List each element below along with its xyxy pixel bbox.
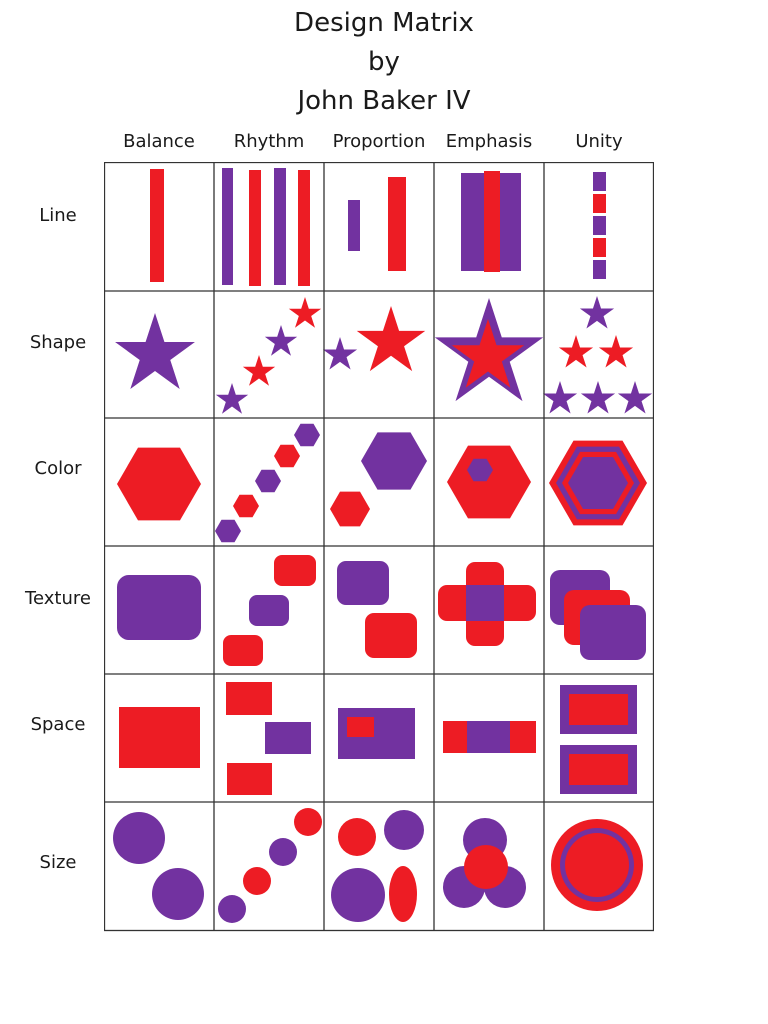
cell-size-balance — [113, 812, 204, 920]
design-matrix-grid — [104, 162, 654, 932]
title-line-2: by — [368, 47, 400, 77]
title-line-3: John Baker IV — [297, 86, 471, 116]
cell-shape-emphasis — [434, 298, 544, 402]
cell-space-rhythm — [226, 682, 311, 795]
column-header-emphasis: Emphasis — [445, 131, 533, 152]
cell-texture-proportion — [337, 561, 417, 658]
cell-color-balance — [117, 447, 201, 521]
cell-space-balance — [119, 707, 200, 768]
cell-color-unity — [549, 440, 647, 526]
title-line-1: Design Matrix — [294, 8, 474, 38]
cell-texture-rhythm — [223, 555, 316, 666]
column-header-rhythm: Rhythm — [233, 131, 305, 152]
cell-space-proportion — [338, 708, 415, 759]
cell-size-emphasis — [443, 818, 526, 908]
cell-line-unity — [593, 172, 606, 279]
cell-size-proportion — [331, 810, 424, 922]
row-header-space: Space — [30, 714, 86, 735]
cell-color-proportion — [330, 432, 427, 527]
cell-shape-proportion — [322, 306, 426, 372]
cell-texture-balance — [117, 575, 201, 640]
cell-space-unity — [560, 685, 637, 794]
column-header-unity: Unity — [575, 131, 623, 152]
row-header-shape: Shape — [29, 332, 87, 353]
cell-shape-unity — [542, 296, 653, 414]
row-header-size: Size — [39, 852, 77, 873]
cell-size-rhythm — [218, 808, 322, 923]
cell-shape-rhythm — [215, 297, 322, 414]
column-header-balance: Balance — [123, 131, 195, 152]
cell-line-balance — [150, 169, 164, 282]
cell-texture-emphasis — [438, 562, 536, 646]
cell-size-unity — [551, 819, 643, 911]
cell-shape-balance — [115, 313, 195, 389]
row-header-texture: Texture — [25, 588, 91, 609]
cell-space-emphasis — [443, 721, 536, 753]
cell-color-rhythm — [215, 423, 320, 543]
cell-line-rhythm — [222, 168, 310, 286]
cell-line-proportion — [348, 177, 406, 271]
cell-texture-unity — [550, 570, 646, 660]
row-header-line: Line — [39, 205, 77, 226]
row-header-color: Color — [34, 458, 82, 479]
grid-lines — [104, 162, 654, 932]
cell-color-emphasis — [447, 445, 531, 519]
column-header-proportion: Proportion — [332, 131, 426, 152]
cell-line-emphasis — [461, 171, 521, 272]
